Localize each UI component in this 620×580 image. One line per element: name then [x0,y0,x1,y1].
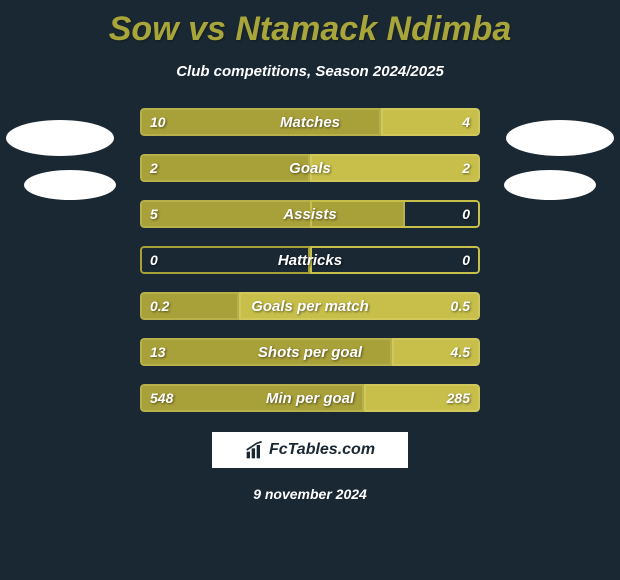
bar-value-right: 4.5 [451,338,470,366]
page-title: Sow vs Ntamack Ndimba [0,0,620,49]
bar-label: Goals [140,154,480,182]
stat-row: Assists5 0 [140,200,480,228]
stat-row: Goals per match0.2 0.5 [140,292,480,320]
avatar-right-1 [506,120,614,156]
bar-value-left: 10 [150,108,166,136]
bar-value-left: 13 [150,338,166,366]
bar-value-left: 0 [150,246,158,274]
stat-row: Hattricks0 0 [140,246,480,274]
stat-row: Shots per goal13 4.5 [140,338,480,366]
bar-label: Matches [140,108,480,136]
stat-row: Min per goal548 285 [140,384,480,412]
bar-value-left: 5 [150,200,158,228]
bar-label: Assists [140,200,480,228]
bar-value-right: 0.5 [451,292,470,320]
bar-value-left: 2 [150,154,158,182]
bar-value-right: 0 [462,246,470,274]
stat-row: Goals2 2 [140,154,480,182]
date-label: 9 november 2024 [0,486,620,502]
stats-bars: Matches104Goals22Assists50Hattricks00Goa… [140,108,480,412]
bar-value-right: 0 [462,200,470,228]
bar-label: Goals per match [140,292,480,320]
subtitle: Club competitions, Season 2024/2025 [0,63,620,80]
avatar-left-2 [24,170,116,200]
avatar-right-2 [504,170,596,200]
bar-value-right: 4 [462,108,470,136]
logo-box: FcTables.com [210,430,410,470]
bar-label: Hattricks [140,246,480,274]
logo-text: FcTables.com [269,441,375,459]
bar-label: Min per goal [140,384,480,412]
bar-value-right: 2 [462,154,470,182]
bar-label: Shots per goal [140,338,480,366]
avatar-left-1 [6,120,114,156]
bar-value-left: 548 [150,384,173,412]
bar-value-right: 285 [447,384,470,412]
bar-value-left: 0.2 [150,292,169,320]
chart-icon [245,440,265,460]
stat-row: Matches10 4 [140,108,480,136]
